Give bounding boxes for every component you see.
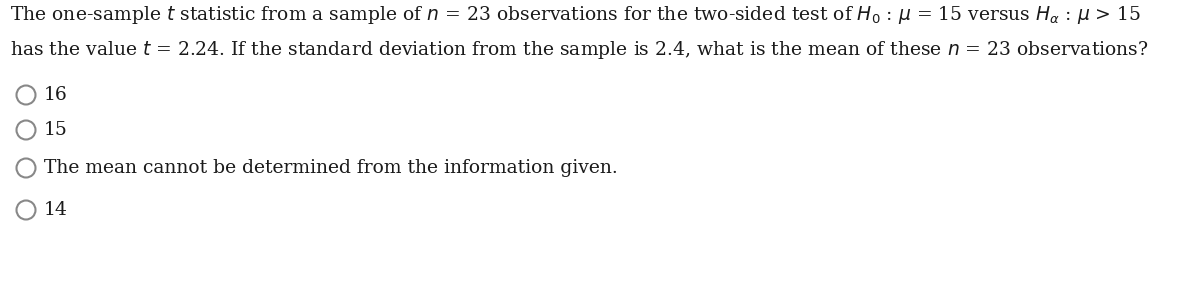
Text: The mean cannot be determined from the information given.: The mean cannot be determined from the i… xyxy=(43,159,617,177)
Text: 14: 14 xyxy=(43,201,67,219)
Text: 15: 15 xyxy=(43,121,67,139)
Text: 16: 16 xyxy=(43,86,67,104)
Text: The one-sample $t$ statistic from a sample of $n$ = 23 observations for the two-: The one-sample $t$ statistic from a samp… xyxy=(10,4,1141,26)
Text: has the value $t$ = 2.24. If the standard deviation from the sample is 2.4, what: has the value $t$ = 2.24. If the standar… xyxy=(10,39,1148,61)
